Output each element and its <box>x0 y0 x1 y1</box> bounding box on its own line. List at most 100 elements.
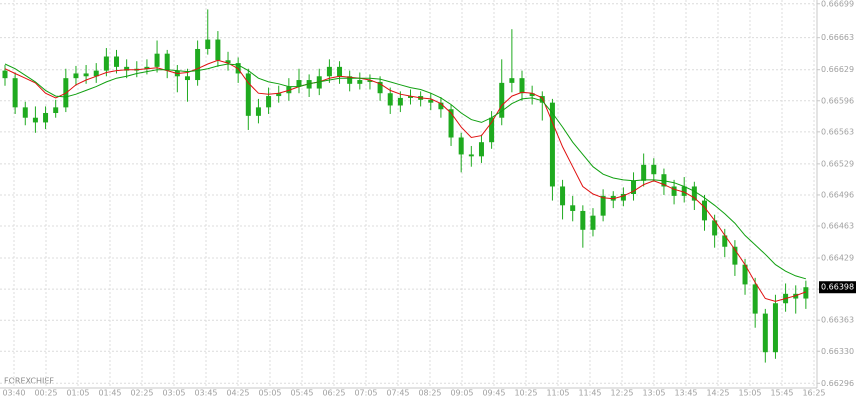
moving-average-line <box>4 59 807 302</box>
x-tick-label: 13:45 <box>674 389 697 398</box>
candle-body <box>438 102 444 110</box>
y-tick-label: 0.66563 <box>821 127 854 136</box>
candle-body <box>184 76 190 81</box>
candle-body <box>53 107 59 114</box>
candle-body <box>772 303 778 353</box>
x-tick-label: 01:45 <box>98 389 121 398</box>
candle-body <box>631 180 637 194</box>
x-tick-label: 03:05 <box>162 389 185 398</box>
x-tick-label: 05:05 <box>258 389 281 398</box>
candle-body <box>154 53 160 67</box>
y-tick-label: 0.66529 <box>821 159 854 168</box>
x-tick-label: 15:45 <box>770 389 793 398</box>
x-tick-label: 11:05 <box>546 389 569 398</box>
y-tick-label: 0.66496 <box>821 190 854 199</box>
y-tick-label: 0.66463 <box>821 222 854 231</box>
y-tick-label: 0.66296 <box>821 379 854 388</box>
candle-body <box>266 96 272 108</box>
candle-body <box>164 53 170 71</box>
candle-body <box>509 78 515 83</box>
candle-body <box>701 200 707 221</box>
candle-body <box>124 66 130 71</box>
candle-body <box>651 164 657 175</box>
candle-body <box>408 96 413 98</box>
x-tick-label: 07:45 <box>386 389 409 398</box>
candle-body <box>225 60 231 64</box>
candle-body <box>326 66 332 77</box>
candle-body <box>478 142 484 157</box>
x-tick-label: 01:05 <box>66 389 89 398</box>
candle-body <box>2 70 8 79</box>
candle-body <box>337 66 343 77</box>
candle-body <box>103 56 109 71</box>
candle-body <box>590 215 596 230</box>
candle-body <box>43 113 49 123</box>
candle-body <box>276 93 282 97</box>
candle-body <box>681 186 687 196</box>
candle-body <box>600 195 606 216</box>
moving-average-line <box>4 63 807 280</box>
candle-body <box>560 186 566 206</box>
candle-body <box>549 102 555 187</box>
x-tick-label: 09:45 <box>482 389 505 398</box>
candle-body <box>245 73 251 116</box>
candle-body <box>387 93 393 106</box>
candle-body <box>671 186 677 196</box>
x-tick-label: 09:05 <box>450 389 473 398</box>
candle-body <box>468 154 474 157</box>
candle-body <box>114 56 120 67</box>
candle-body <box>762 313 768 353</box>
x-tick-label: 05:45 <box>290 389 313 398</box>
candle-body <box>499 82 505 118</box>
candle-body <box>529 93 535 97</box>
candle-body <box>205 39 211 49</box>
x-tick-label: 10:25 <box>514 389 537 398</box>
x-tick-label: 08:25 <box>418 389 441 398</box>
y-tick-label: 0.66629 <box>821 65 854 74</box>
x-tick-label: 13:05 <box>642 389 665 398</box>
y-tick-label: 0.66596 <box>821 96 854 105</box>
candle-body <box>93 70 99 77</box>
watermark: FOREXCHIEF <box>4 377 54 386</box>
y-tick-label: 0.66429 <box>821 254 854 263</box>
candle-body <box>803 287 809 299</box>
candle-body <box>377 81 383 94</box>
candle-body <box>732 246 738 265</box>
candle-body <box>641 164 647 181</box>
candle-body <box>22 107 28 118</box>
candle-body <box>296 80 302 87</box>
y-tick-label: 0.66699 <box>821 0 854 8</box>
candle-body <box>32 117 38 123</box>
candle-body <box>742 264 748 285</box>
candle-body <box>722 235 728 247</box>
x-tick-label: 15:05 <box>738 389 761 398</box>
candle-body <box>458 137 464 155</box>
x-tick-label: 12:25 <box>610 389 633 398</box>
y-tick-label: 0.66663 <box>821 33 854 42</box>
candle-body <box>489 117 495 143</box>
candle-body <box>73 73 79 79</box>
x-tick-label: 03:40 <box>2 389 25 398</box>
candle-body <box>367 80 373 82</box>
x-tick-label: 14:25 <box>706 389 729 398</box>
candle-body <box>255 107 261 116</box>
candle-body <box>357 80 363 84</box>
candle-body <box>195 48 201 81</box>
x-tick-label: 04:25 <box>226 389 249 398</box>
candle-body <box>570 205 576 211</box>
candle-body <box>519 78 525 94</box>
candle-body <box>691 186 697 201</box>
x-tick-label: 03:45 <box>194 389 217 398</box>
last-price-label: 0.66398 <box>821 283 854 292</box>
x-tick-label: 00:25 <box>34 389 57 398</box>
candle-body <box>712 220 718 236</box>
last-price-box <box>819 281 856 294</box>
y-tick-label: 0.66330 <box>821 347 854 356</box>
candle-body <box>752 284 758 314</box>
x-tick-label: 06:25 <box>322 389 345 398</box>
x-tick-label: 16:25 <box>802 389 825 398</box>
candle-body <box>539 96 545 103</box>
x-tick-label: 02:25 <box>130 389 153 398</box>
